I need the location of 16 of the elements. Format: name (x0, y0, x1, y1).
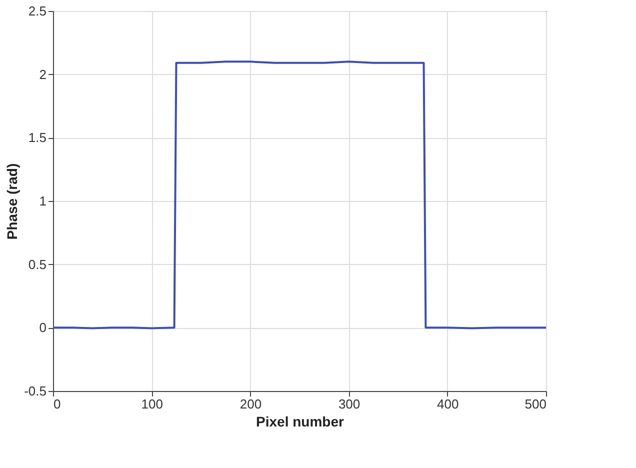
x-tick-label: 500 (524, 396, 546, 412)
y-axis-title: Phase (rad) (4, 163, 20, 240)
y-tick-label: -0.5 (24, 384, 46, 398)
x-tick-label: 200 (240, 396, 262, 412)
x-tick-label: 300 (338, 396, 360, 412)
y-tick-label: 2 (39, 66, 46, 82)
y-tick-label: 0.5 (28, 256, 46, 272)
y-tick-label: 2.5 (28, 4, 46, 18)
y-tick-label: 1 (39, 194, 46, 208)
x-tick-label: 0 (54, 396, 61, 412)
x-tick-label: 400 (437, 396, 459, 412)
x-tick-label: 100 (141, 396, 163, 412)
line-series (52, 60, 547, 330)
x-axis-title: Pixel number (256, 414, 345, 430)
y-tick-label: 1.5 (28, 130, 46, 146)
y-tick-label: 0 (39, 320, 46, 336)
